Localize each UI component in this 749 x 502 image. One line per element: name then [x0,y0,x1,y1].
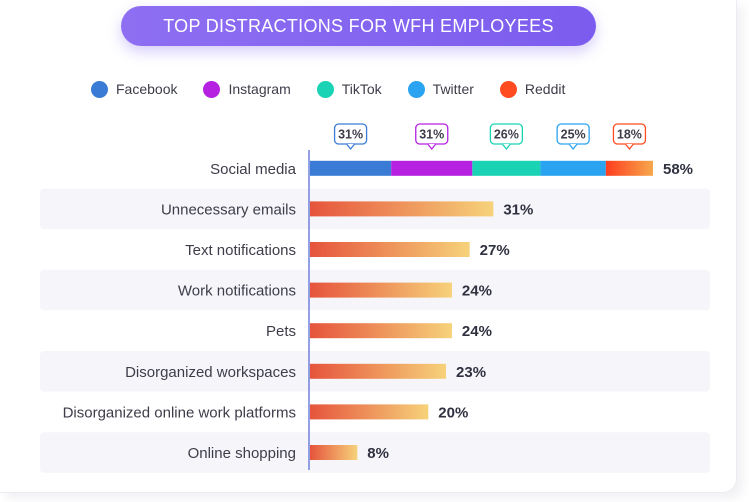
bar-disorganized-online-work-platforms [310,404,429,420]
row-band [40,432,710,473]
legend-swatch-instagram [203,80,221,98]
bar-online-shopping [310,445,358,460]
callout-pointer-twitter [568,143,578,151]
category-label-social-media: Social media [210,161,297,178]
value-label-online-shopping: 8% [367,445,389,462]
callout-pointer-instagram [427,143,437,151]
callout-label-tiktok: 26% [494,128,519,142]
category-label-work-notifications: Work notifications [178,283,296,300]
legend-item-reddit: Reddit [499,80,566,98]
value-label-social-media: 58% [663,161,693,178]
legend-swatch-tiktok [316,80,334,98]
bar-segment-twitter [540,160,606,176]
legend-label-tiktok: TikTok [341,81,382,97]
bar-segment-tiktok [472,160,541,176]
value-label-pets: 24% [462,323,492,340]
value-label-disorganized-workspaces: 23% [456,364,486,381]
legend-label-twitter: Twitter [432,81,474,97]
bar-text-notifications [310,242,470,257]
title-banner: TOP DISTRACTIONS FOR WFH EMPLOYEES [121,6,596,46]
category-label-disorganized-workspaces: Disorganized workspaces [125,364,296,381]
category-label-pets: Pets [266,323,296,340]
bar-disorganized-workspaces [310,363,447,379]
chart-title: TOP DISTRACTIONS FOR WFH EMPLOYEES [163,15,554,36]
bar-pets [310,323,452,339]
category-label-text-notifications: Text notifications [185,242,296,259]
value-label-disorganized-online-work-platforms: 20% [438,404,468,421]
legend-item-facebook: Facebook [91,80,178,98]
legend: Facebook Instagram TikTok Twitter Reddit [91,79,565,99]
bar-segment-instagram [391,160,473,176]
legend-swatch-reddit [499,80,517,98]
bar-unnecessary-emails [310,201,494,217]
value-label-unnecessary-emails: 31% [503,201,533,218]
legend-swatch-twitter [407,80,425,98]
category-label-unnecessary-emails: Unnecessary emails [161,201,296,218]
bar-segment-reddit [605,160,653,176]
category-label-disorganized-online-work-platforms: Disorganized online work platforms [63,404,296,421]
legend-swatch-facebook [91,80,108,98]
legend-label-instagram: Instagram [228,81,291,97]
category-label-online-shopping: Online shopping [188,445,296,462]
legend-label-facebook: Facebook [116,81,178,97]
callout-pointer-facebook [346,143,356,151]
legend-item-instagram: Instagram [203,80,291,98]
callout-pointer-tiktok [501,143,511,151]
legend-item-tiktok: TikTok [316,80,382,98]
callout-label-reddit: 18% [617,128,642,142]
value-label-work-notifications: 24% [462,283,492,300]
callout-label-facebook: 31% [338,128,363,142]
value-label-text-notifications: 27% [480,242,510,259]
legend-label-reddit: Reddit [524,81,566,97]
callout-label-instagram: 31% [419,128,444,142]
bar-work-notifications [310,282,452,298]
callout-pointer-reddit [624,143,634,151]
legend-item-twitter: Twitter [407,80,474,98]
callout-label-twitter: 25% [561,128,586,142]
bar-segment-facebook [310,160,392,176]
